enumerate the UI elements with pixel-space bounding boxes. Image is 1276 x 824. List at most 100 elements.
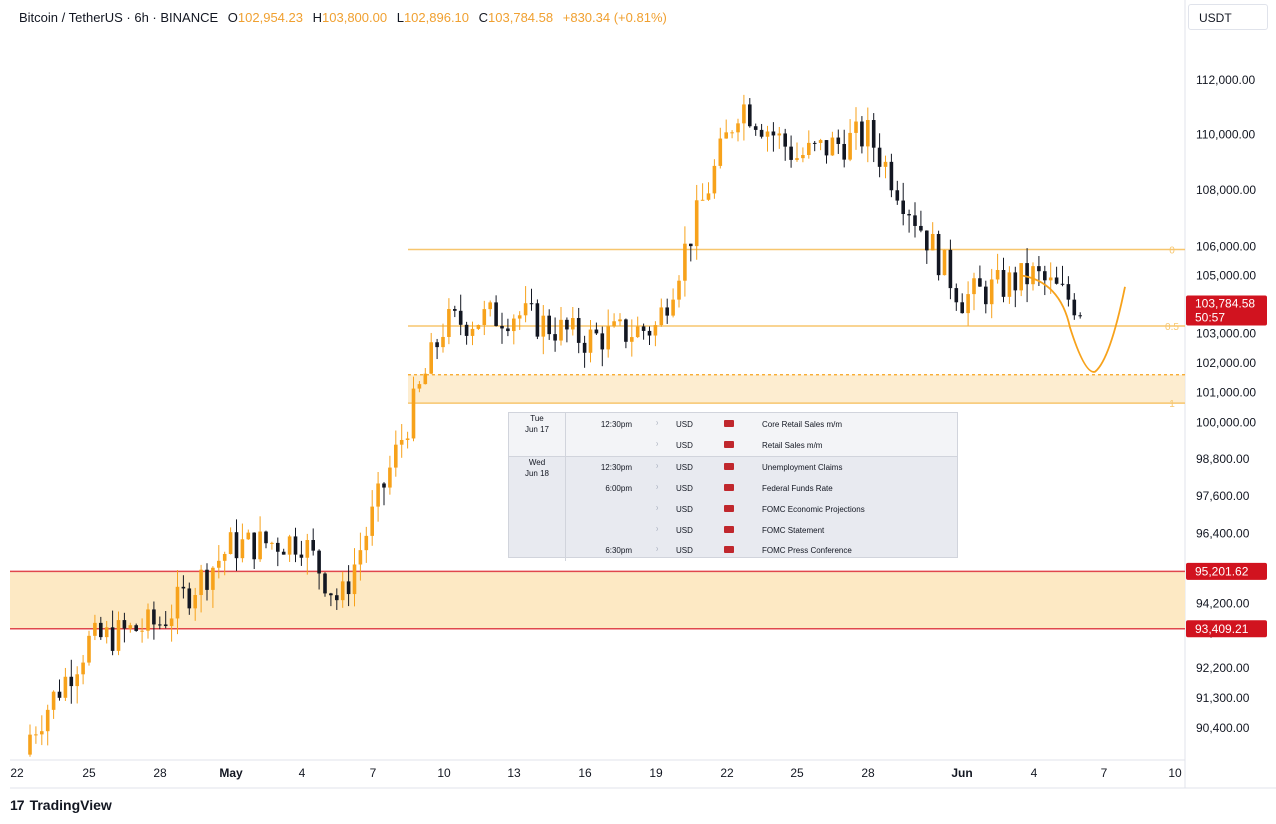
event-date: Tue Jun 17 — [509, 413, 566, 435]
bear-candle — [1037, 266, 1041, 272]
bear-candle — [335, 595, 339, 601]
event-date — [509, 435, 566, 457]
bear-candle — [553, 334, 557, 341]
event-row[interactable]: ⁾ USD Retail Sales m/m — [509, 435, 957, 457]
price-axis[interactable]: 112,000.00 110,000.00 108,000.00 106,000.00… — [1186, 73, 1267, 735]
flag-icon — [724, 484, 734, 492]
flag-icon — [724, 440, 734, 448]
event-date: Wed Jun 18 — [509, 455, 566, 479]
time-tick-label: 22 — [720, 766, 734, 780]
price-tick-label: 92,200.00 — [1196, 661, 1250, 675]
bear-candle — [919, 225, 923, 231]
bear-candle — [936, 233, 941, 276]
bull-candle — [588, 329, 593, 353]
bear-candle — [264, 531, 268, 544]
bull-candle — [405, 438, 410, 440]
bull-candle — [653, 325, 658, 336]
us-flag-icon — [720, 413, 758, 435]
time-axis[interactable]: 22 25 28 May 4 7 10 13 16 19 22 25 28 Jun 4 7 10 — [10, 766, 1182, 780]
bull-candle — [883, 161, 888, 167]
bull-candle — [63, 676, 68, 698]
bull-candle — [523, 303, 528, 316]
bear-candle — [158, 624, 162, 626]
event-name: FOMC Press Conference — [762, 546, 852, 556]
zone-price-tag-bg — [1186, 562, 1267, 580]
event-row[interactable]: 6:00pm ⁾ USD Federal Funds Rate — [509, 478, 957, 500]
bear-candle — [1001, 270, 1006, 297]
bull-candle — [87, 635, 91, 663]
bear-candle — [181, 586, 186, 589]
bear-candle — [346, 581, 351, 595]
event-row[interactable]: ⁾ USD FOMC Economic Projections — [509, 499, 957, 520]
event-time: 6:30pm — [605, 546, 632, 556]
event-name: Unemployment Claims — [758, 455, 957, 479]
bull-candle — [34, 734, 38, 736]
bull-candle — [848, 132, 852, 160]
event-currency: USD — [676, 546, 693, 556]
time-tick-label: 10 — [1168, 766, 1182, 780]
importance-icon: ⁾ — [642, 435, 672, 457]
us-flag-icon — [720, 499, 758, 520]
price-tick-label: 101,000.00 — [1196, 386, 1256, 400]
event-row[interactable]: Wed Jun 18 12:30pm ⁾ USD Unemployment Claims — [509, 455, 957, 479]
bull-candle — [411, 388, 416, 439]
price-tick-label: 103,000.00 — [1196, 326, 1256, 340]
price-tick-label: 100,000.00 — [1196, 416, 1256, 430]
bear-candle — [1066, 284, 1071, 300]
event-time: 12:30pm — [565, 455, 642, 479]
event-row[interactable]: ⁾ USD FOMC Statement — [509, 519, 957, 541]
bull-candle — [942, 249, 947, 276]
us-flag-icon — [720, 520, 758, 541]
bull-candle — [818, 140, 823, 143]
event-time — [565, 435, 642, 457]
event-name: Retail Sales m/m — [758, 435, 957, 457]
bear-candle — [134, 625, 138, 631]
low-value: 102,896.10 — [403, 10, 470, 25]
event-name: Federal Funds Rate — [762, 484, 833, 494]
importance-icon: ⁾ — [642, 455, 672, 479]
bear-candle — [860, 121, 864, 147]
us-flag-icon — [720, 540, 758, 561]
bear-candle — [576, 318, 581, 343]
bull-candle — [606, 326, 610, 350]
event-date — [509, 499, 566, 520]
bear-candle — [281, 551, 286, 555]
time-tick-label: 25 — [82, 766, 96, 780]
time-tick-label: 16 — [578, 766, 592, 780]
bull-candle — [488, 302, 492, 310]
bear-candle — [311, 540, 315, 551]
event-date — [509, 519, 566, 541]
bull-candle — [972, 278, 976, 295]
bull-candle — [240, 539, 245, 559]
bull-candle — [217, 560, 221, 568]
event-row[interactable]: Tue Jun 17 12:30pm ⁾ USD Core Retail Sales m/… — [509, 413, 957, 435]
event-day: Wed — [528, 457, 546, 467]
bear-candle — [913, 215, 917, 226]
currency-unit-button[interactable]: USDT — [1188, 4, 1268, 30]
bear-candle — [234, 532, 239, 559]
bull-candle — [795, 158, 799, 160]
bull-candle — [571, 318, 575, 330]
bull-candle — [370, 506, 374, 536]
economic-events-table: Tue Jun 17 12:30pm ⁾ USD Core Retail Sales m/… — [508, 412, 958, 561]
time-tick-label: 19 — [649, 766, 663, 780]
event-row[interactable]: 6:30pm ⁾ USD FOMC Press Conference — [509, 540, 957, 561]
event-time: 6:00pm — [605, 484, 632, 494]
bull-candle — [169, 618, 174, 627]
bear-candle — [689, 243, 693, 247]
symbol-title[interactable]: Bitcoin / TetherUS · 6h · BINANCE — [19, 10, 219, 25]
bull-candle — [417, 384, 422, 389]
tradingview-logo[interactable]: 17 TradingView — [10, 797, 112, 813]
time-tick-label: Jun — [951, 766, 972, 780]
bear-candle — [600, 333, 605, 350]
price-tick-label: 96,400.00 — [1196, 527, 1250, 541]
last-price-value: 103,784.58 — [1195, 296, 1255, 310]
price-chart[interactable]: 0 0.5 1 112,000.00 110,000.00 108,000.00 106,… — [0, 0, 1276, 790]
flag-icon — [724, 419, 734, 427]
bear-candle — [1072, 299, 1077, 316]
bear-candle — [435, 342, 439, 348]
bull-candle — [470, 328, 475, 336]
bear-candle — [57, 691, 62, 698]
importance-icon: ⁾ — [656, 504, 658, 514]
bull-candle — [128, 625, 133, 629]
